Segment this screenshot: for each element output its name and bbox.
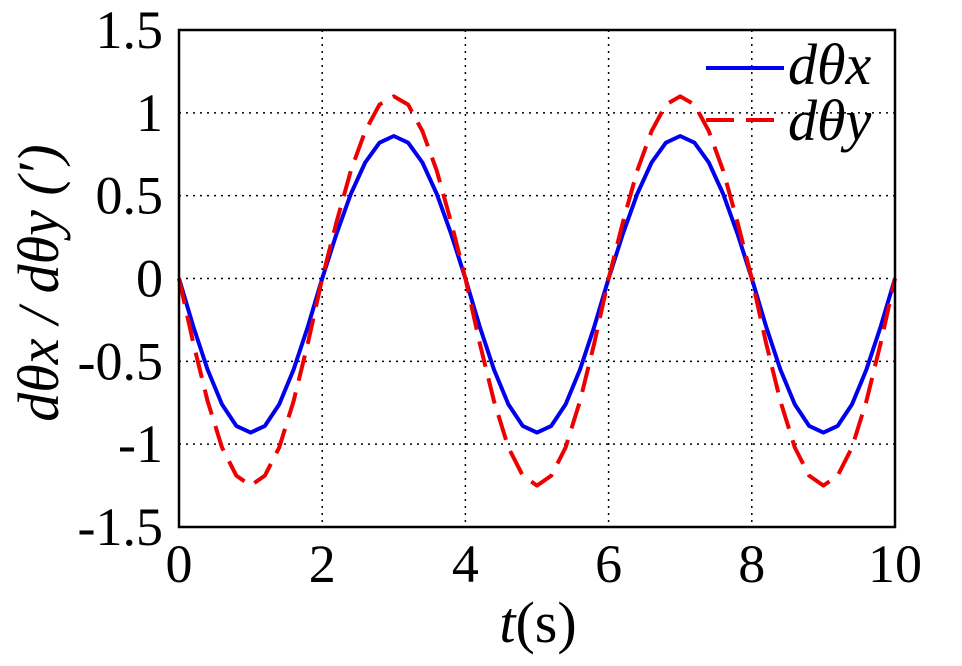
y-axis-label: dθx / dθy (′) <box>6 144 71 421</box>
legend-label-dthetax: dθx <box>788 32 871 97</box>
x-tick-label: 2 <box>309 534 336 594</box>
y-tick-label: 0 <box>136 249 163 309</box>
y-tick-label: 0.5 <box>96 166 164 226</box>
y-tick-label: 1 <box>136 83 163 143</box>
x-axis-label: t(s) <box>499 590 576 655</box>
y-tick-label: -1 <box>118 414 163 474</box>
y-tick-label: 1.5 <box>96 0 164 60</box>
series-line-dthetax <box>177 134 897 435</box>
y-tick-labels: 1.5 1 0.5 0 -0.5 -1 -1.5 <box>78 0 163 557</box>
x-tick-label: 4 <box>452 534 479 594</box>
series-line-dthetay <box>177 94 897 488</box>
y-tick-label: -0.5 <box>78 331 163 391</box>
legend-label-dthetay: dθy <box>788 88 871 153</box>
series-layer <box>177 94 897 488</box>
x-tick-labels: 0 2 4 6 8 10 <box>166 534 923 594</box>
x-tick-label: 10 <box>868 534 922 594</box>
x-tick-label: 8 <box>738 534 765 594</box>
x-tick-label: 0 <box>166 534 193 594</box>
y-tick-label: -1.5 <box>78 497 163 557</box>
plot-frame <box>177 28 897 529</box>
x-tick-label: 6 <box>595 534 622 594</box>
legend: dθx dθy <box>706 32 871 153</box>
